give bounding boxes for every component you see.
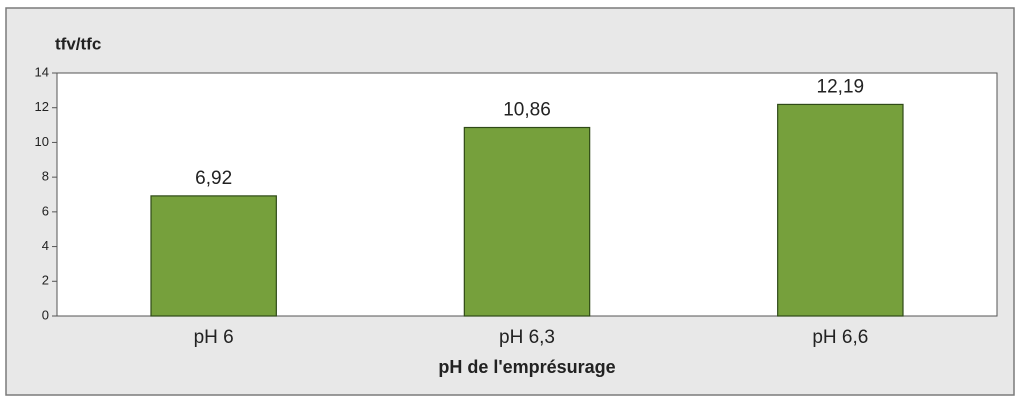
x-axis-label: pH de l'emprésurage: [438, 357, 615, 377]
y-tick-label: 4: [42, 238, 49, 253]
value-label: 12,19: [817, 76, 865, 97]
y-tick-label: 14: [35, 64, 49, 79]
bar: [150, 195, 277, 317]
value-label: 10,86: [503, 100, 551, 121]
y-tick-label: 6: [42, 203, 49, 218]
x-tick-label: pH 6: [194, 327, 234, 348]
y-tick-label: 12: [35, 99, 49, 114]
bar: [777, 103, 904, 317]
y-tick-label: 8: [42, 169, 49, 184]
value-label: 6,92: [195, 168, 232, 189]
bar: [463, 126, 591, 317]
x-tick-label: pH 6,3: [499, 327, 555, 348]
y-tick-label: 2: [42, 273, 49, 288]
y-tick-label: 10: [35, 134, 49, 149]
y-axis-label: tfv/tfc: [55, 34, 101, 53]
x-tick-label: pH 6,6: [812, 327, 868, 348]
y-tick-label: 0: [42, 307, 49, 322]
